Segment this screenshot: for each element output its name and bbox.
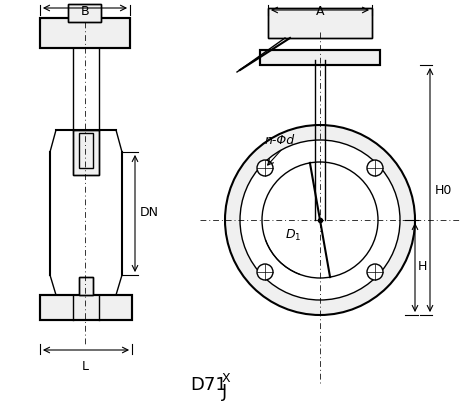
Text: DN: DN <box>140 206 159 220</box>
Circle shape <box>240 140 400 300</box>
Bar <box>40 295 132 320</box>
Text: X: X <box>222 372 231 384</box>
Text: B: B <box>81 5 89 18</box>
Text: $D_1$: $D_1$ <box>285 227 301 242</box>
Circle shape <box>257 160 273 176</box>
Text: H: H <box>418 260 427 273</box>
Text: D71: D71 <box>190 376 227 394</box>
Bar <box>79 133 93 168</box>
Bar <box>268 8 372 38</box>
Bar <box>73 130 99 175</box>
Circle shape <box>367 264 383 280</box>
Bar <box>260 50 380 65</box>
Circle shape <box>257 264 273 280</box>
Bar <box>268 8 372 38</box>
Bar <box>68 4 101 22</box>
Bar <box>79 277 93 295</box>
Circle shape <box>367 160 383 176</box>
Bar <box>79 277 93 295</box>
Bar <box>40 18 130 48</box>
Text: L: L <box>81 360 89 373</box>
Bar <box>68 4 101 22</box>
Bar <box>40 295 132 320</box>
Bar <box>73 130 99 175</box>
Text: J: J <box>222 383 227 401</box>
Text: H0: H0 <box>435 184 452 197</box>
Circle shape <box>225 125 415 315</box>
Text: A: A <box>316 5 324 18</box>
Bar <box>40 18 130 48</box>
Text: n-Φd: n-Φd <box>265 133 295 146</box>
Bar <box>260 50 380 65</box>
